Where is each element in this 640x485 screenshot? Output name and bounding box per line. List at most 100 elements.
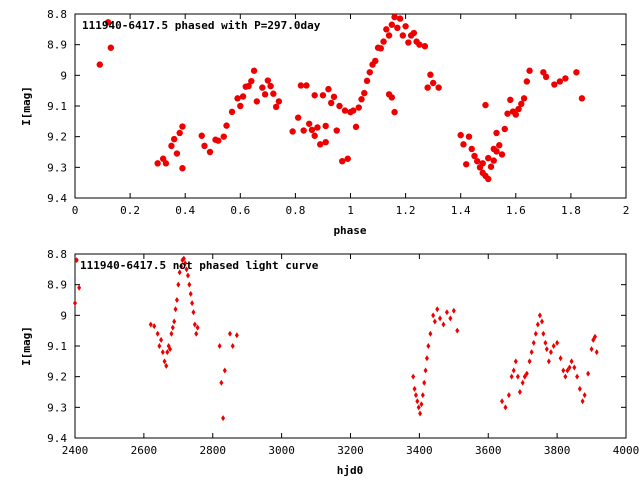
data-point [424,355,429,362]
data-point [361,89,368,97]
data-point [333,127,340,134]
data-point [388,94,396,101]
data-point [422,379,427,386]
data-point [311,92,318,99]
x-tick-label: 1 [347,204,354,217]
y-tick-label: 9 [60,309,67,322]
data-point [543,339,548,346]
data-point [396,15,404,22]
data-point [237,102,244,110]
data-point [344,155,351,162]
data-point [586,370,591,377]
x-tick-labels: 2400 2600 2800 3000 3200 3400 3600 3800 4000 [62,444,640,457]
data-point [526,67,533,74]
data-point [155,330,160,337]
data-points [96,13,586,183]
data-point [184,266,189,273]
y-axis-label: I[mag] [20,86,33,126]
data-point [565,367,570,374]
axis-ticks [74,13,627,199]
data-point [558,355,563,362]
data-point [388,21,396,28]
plot-frame [74,13,627,199]
data-point [314,124,321,131]
data-point [230,343,235,349]
data-point [174,297,179,303]
data-point [541,330,546,337]
data-point [259,84,266,91]
data-point [562,75,569,82]
data-point [503,404,508,411]
data-point [168,142,175,150]
data-point [399,32,407,39]
data-point [350,107,357,114]
data-point [563,373,568,380]
data-point [448,315,453,322]
data-point [402,23,409,30]
chart-title: 111940-6417.5 not phased light curve [80,259,319,272]
data-point [457,131,464,139]
y-tick-label: 9 [60,69,67,82]
data-point [435,84,442,91]
data-point [201,142,208,150]
data-point [394,24,401,31]
data-point [272,103,280,111]
data-point [275,98,283,105]
data-point [248,77,255,85]
data-point [431,312,436,319]
data-point [294,114,302,121]
data-point [474,158,481,165]
data-point [444,309,449,316]
data-point [501,125,508,133]
data-point [250,67,258,74]
data-point [177,269,182,276]
data-point [493,129,500,137]
data-point [159,336,164,343]
data-point [479,160,486,167]
x-tick-label: 0 [72,204,79,217]
data-point [551,343,556,349]
x-axis-label: phase [333,224,366,237]
data-point [420,392,425,399]
data-point [187,281,192,288]
chart-title: 111940-6417.5 phased with P=297.0day [82,19,321,32]
data-point [336,102,343,110]
x-tick-label: 1.2 [396,204,416,217]
data-point [245,82,252,90]
data-point [170,324,175,331]
y-tick-label: 8.8 [47,248,67,261]
data-point [261,91,269,98]
data-point [540,69,547,76]
data-point [567,364,572,371]
data-point [160,349,165,356]
data-point [188,290,193,297]
data-point [234,332,239,339]
data-point [432,318,437,325]
data-point [219,379,224,386]
data-point [270,90,277,97]
data-point [517,389,522,395]
data-point [192,321,197,328]
data-point [267,82,274,90]
data-point [328,99,335,107]
data-point [582,392,587,399]
data-point [527,358,532,365]
x-tick-label: 3200 [337,444,364,457]
data-point [509,373,514,380]
data-point [303,82,310,89]
data-point [498,151,506,158]
data-point [463,161,470,168]
data-point [253,98,261,105]
data-point [322,122,329,130]
y-tick-labels: 8.8 8.9 9 9.1 9.2 9.3 9.4 [47,248,67,445]
data-point [352,123,360,131]
data-point [179,263,184,270]
x-tick-label: 4000 [613,444,640,457]
data-point [169,330,174,337]
data-point [300,127,307,134]
data-point [507,96,514,104]
data-point [539,318,544,325]
data-point [561,367,566,374]
